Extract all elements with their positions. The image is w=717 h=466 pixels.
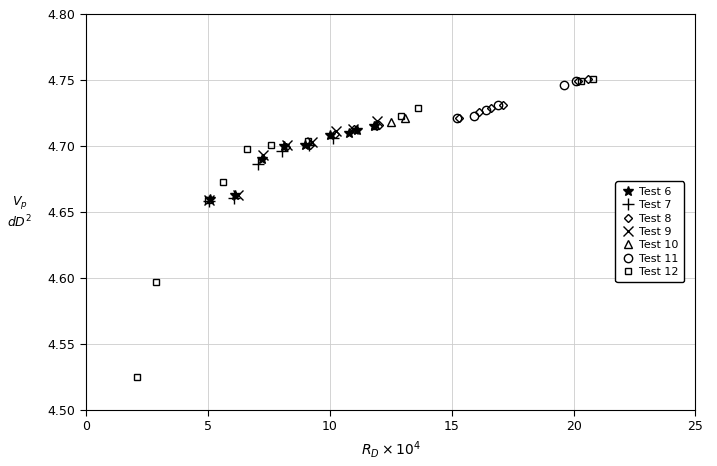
Test 12 bbox=[267, 142, 275, 148]
X-axis label: $R_D \times 10^4$: $R_D \times 10^4$ bbox=[361, 439, 421, 460]
Line: Test 8: Test 8 bbox=[283, 76, 591, 150]
Test 8 bbox=[498, 102, 507, 108]
Test 9 bbox=[258, 152, 267, 158]
Test 11 bbox=[559, 82, 568, 88]
Test 8 bbox=[455, 116, 463, 121]
Line: Test 12: Test 12 bbox=[134, 75, 597, 381]
Test 8 bbox=[374, 122, 383, 128]
Test 12 bbox=[218, 179, 227, 185]
Y-axis label: $V_p$
$dD^2$: $V_p$ $dD^2$ bbox=[7, 194, 32, 230]
Test 8 bbox=[474, 109, 483, 115]
Test 9 bbox=[373, 118, 381, 123]
Test 10 bbox=[371, 122, 379, 128]
Test 7 bbox=[254, 162, 262, 167]
Test 11 bbox=[482, 108, 490, 113]
Test 11 bbox=[494, 102, 503, 108]
Test 6 bbox=[345, 130, 353, 136]
Test 8 bbox=[306, 142, 315, 148]
Test 6 bbox=[326, 133, 334, 138]
Test 12 bbox=[413, 105, 422, 110]
Test 12 bbox=[151, 279, 160, 285]
Test 9 bbox=[308, 139, 316, 145]
Test 8 bbox=[350, 126, 358, 131]
Test 6 bbox=[230, 192, 239, 198]
Test 12 bbox=[204, 197, 212, 203]
Test 6 bbox=[279, 143, 288, 149]
Test 10 bbox=[386, 119, 395, 125]
Test 12 bbox=[242, 146, 251, 151]
Test 12 bbox=[397, 113, 405, 118]
Test 6 bbox=[206, 196, 214, 202]
Test 8 bbox=[486, 105, 495, 110]
Test 6 bbox=[257, 157, 266, 162]
Legend: Test 6, Test 7, Test 8, Test 9, Test 10, Test 11, Test 12: Test 6, Test 7, Test 8, Test 9, Test 10,… bbox=[615, 181, 684, 282]
Test 7 bbox=[278, 149, 287, 154]
Test 8 bbox=[574, 78, 583, 84]
Line: Test 10: Test 10 bbox=[371, 114, 409, 129]
Test 8 bbox=[584, 76, 592, 82]
Test 11 bbox=[452, 116, 461, 121]
Test 7 bbox=[329, 135, 338, 141]
Test 6 bbox=[352, 127, 361, 133]
Test 11 bbox=[470, 113, 478, 118]
Test 10 bbox=[401, 116, 409, 121]
Test 12 bbox=[133, 374, 141, 380]
Line: Test 9: Test 9 bbox=[204, 116, 382, 205]
Test 7 bbox=[229, 195, 238, 200]
Test 12 bbox=[303, 138, 312, 144]
Test 9 bbox=[282, 142, 291, 148]
Test 8 bbox=[331, 131, 339, 137]
Line: Test 6: Test 6 bbox=[206, 121, 379, 204]
Line: Test 11: Test 11 bbox=[452, 77, 580, 123]
Test 12 bbox=[589, 76, 597, 82]
Test 6 bbox=[369, 123, 378, 129]
Test 7 bbox=[205, 199, 214, 204]
Test 7 bbox=[305, 142, 313, 148]
Test 9 bbox=[234, 192, 242, 198]
Test 11 bbox=[571, 78, 580, 84]
Test 9 bbox=[205, 197, 214, 203]
Test 12 bbox=[576, 78, 585, 84]
Test 6 bbox=[301, 142, 310, 148]
Test 9 bbox=[331, 129, 341, 134]
Test 8 bbox=[282, 144, 290, 150]
Test 9 bbox=[348, 126, 357, 131]
Line: Test 7: Test 7 bbox=[204, 132, 339, 207]
